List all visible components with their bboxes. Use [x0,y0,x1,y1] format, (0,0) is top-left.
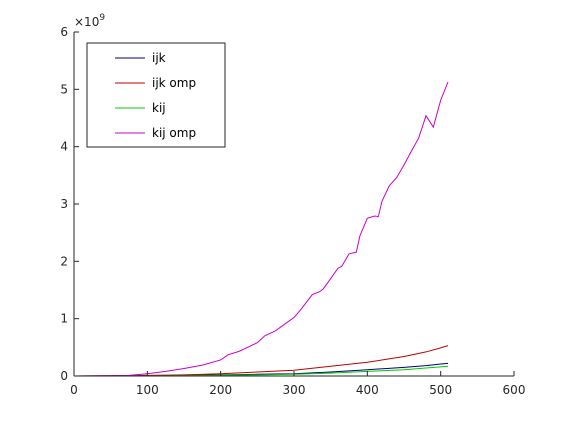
x-tick-label: 600 [503,383,526,397]
y-tick-label: 1 [60,312,68,326]
y-exponent-base: ×10 [74,15,99,29]
y-tick-label: 4 [60,140,68,154]
x-tick-label: 300 [283,383,306,397]
y-tick-label: 5 [60,82,68,96]
y-tick-label: 6 [60,25,68,39]
x-ticks: 0 100 200 300 400 500 600 [70,371,525,397]
y-tick-label: 2 [60,254,68,268]
y-tick-label: 3 [60,197,68,211]
x-tick-label: 0 [70,383,78,397]
legend: ijk ijk omp kij kij omp [86,42,226,148]
legend-box [86,42,226,148]
x-tick-label: 200 [209,383,232,397]
x-tick-label: 100 [136,383,159,397]
legend-label-0: ijk [152,51,166,65]
series-line-1 [73,345,449,377]
legend-label-2: kij [152,101,166,115]
legend-label-3: kij omp [152,126,196,140]
series-line-3 [73,81,449,377]
y-tick-label: 0 [60,369,68,383]
x-tick-label: 500 [429,383,452,397]
y-exponent-power: 9 [99,13,105,23]
y-ticks: 0 1 2 3 4 5 6 [60,25,79,383]
legend-label-1: ijk omp [152,76,196,90]
y-exponent-label: ×109 [74,13,105,29]
x-tick-label: 400 [356,383,379,397]
